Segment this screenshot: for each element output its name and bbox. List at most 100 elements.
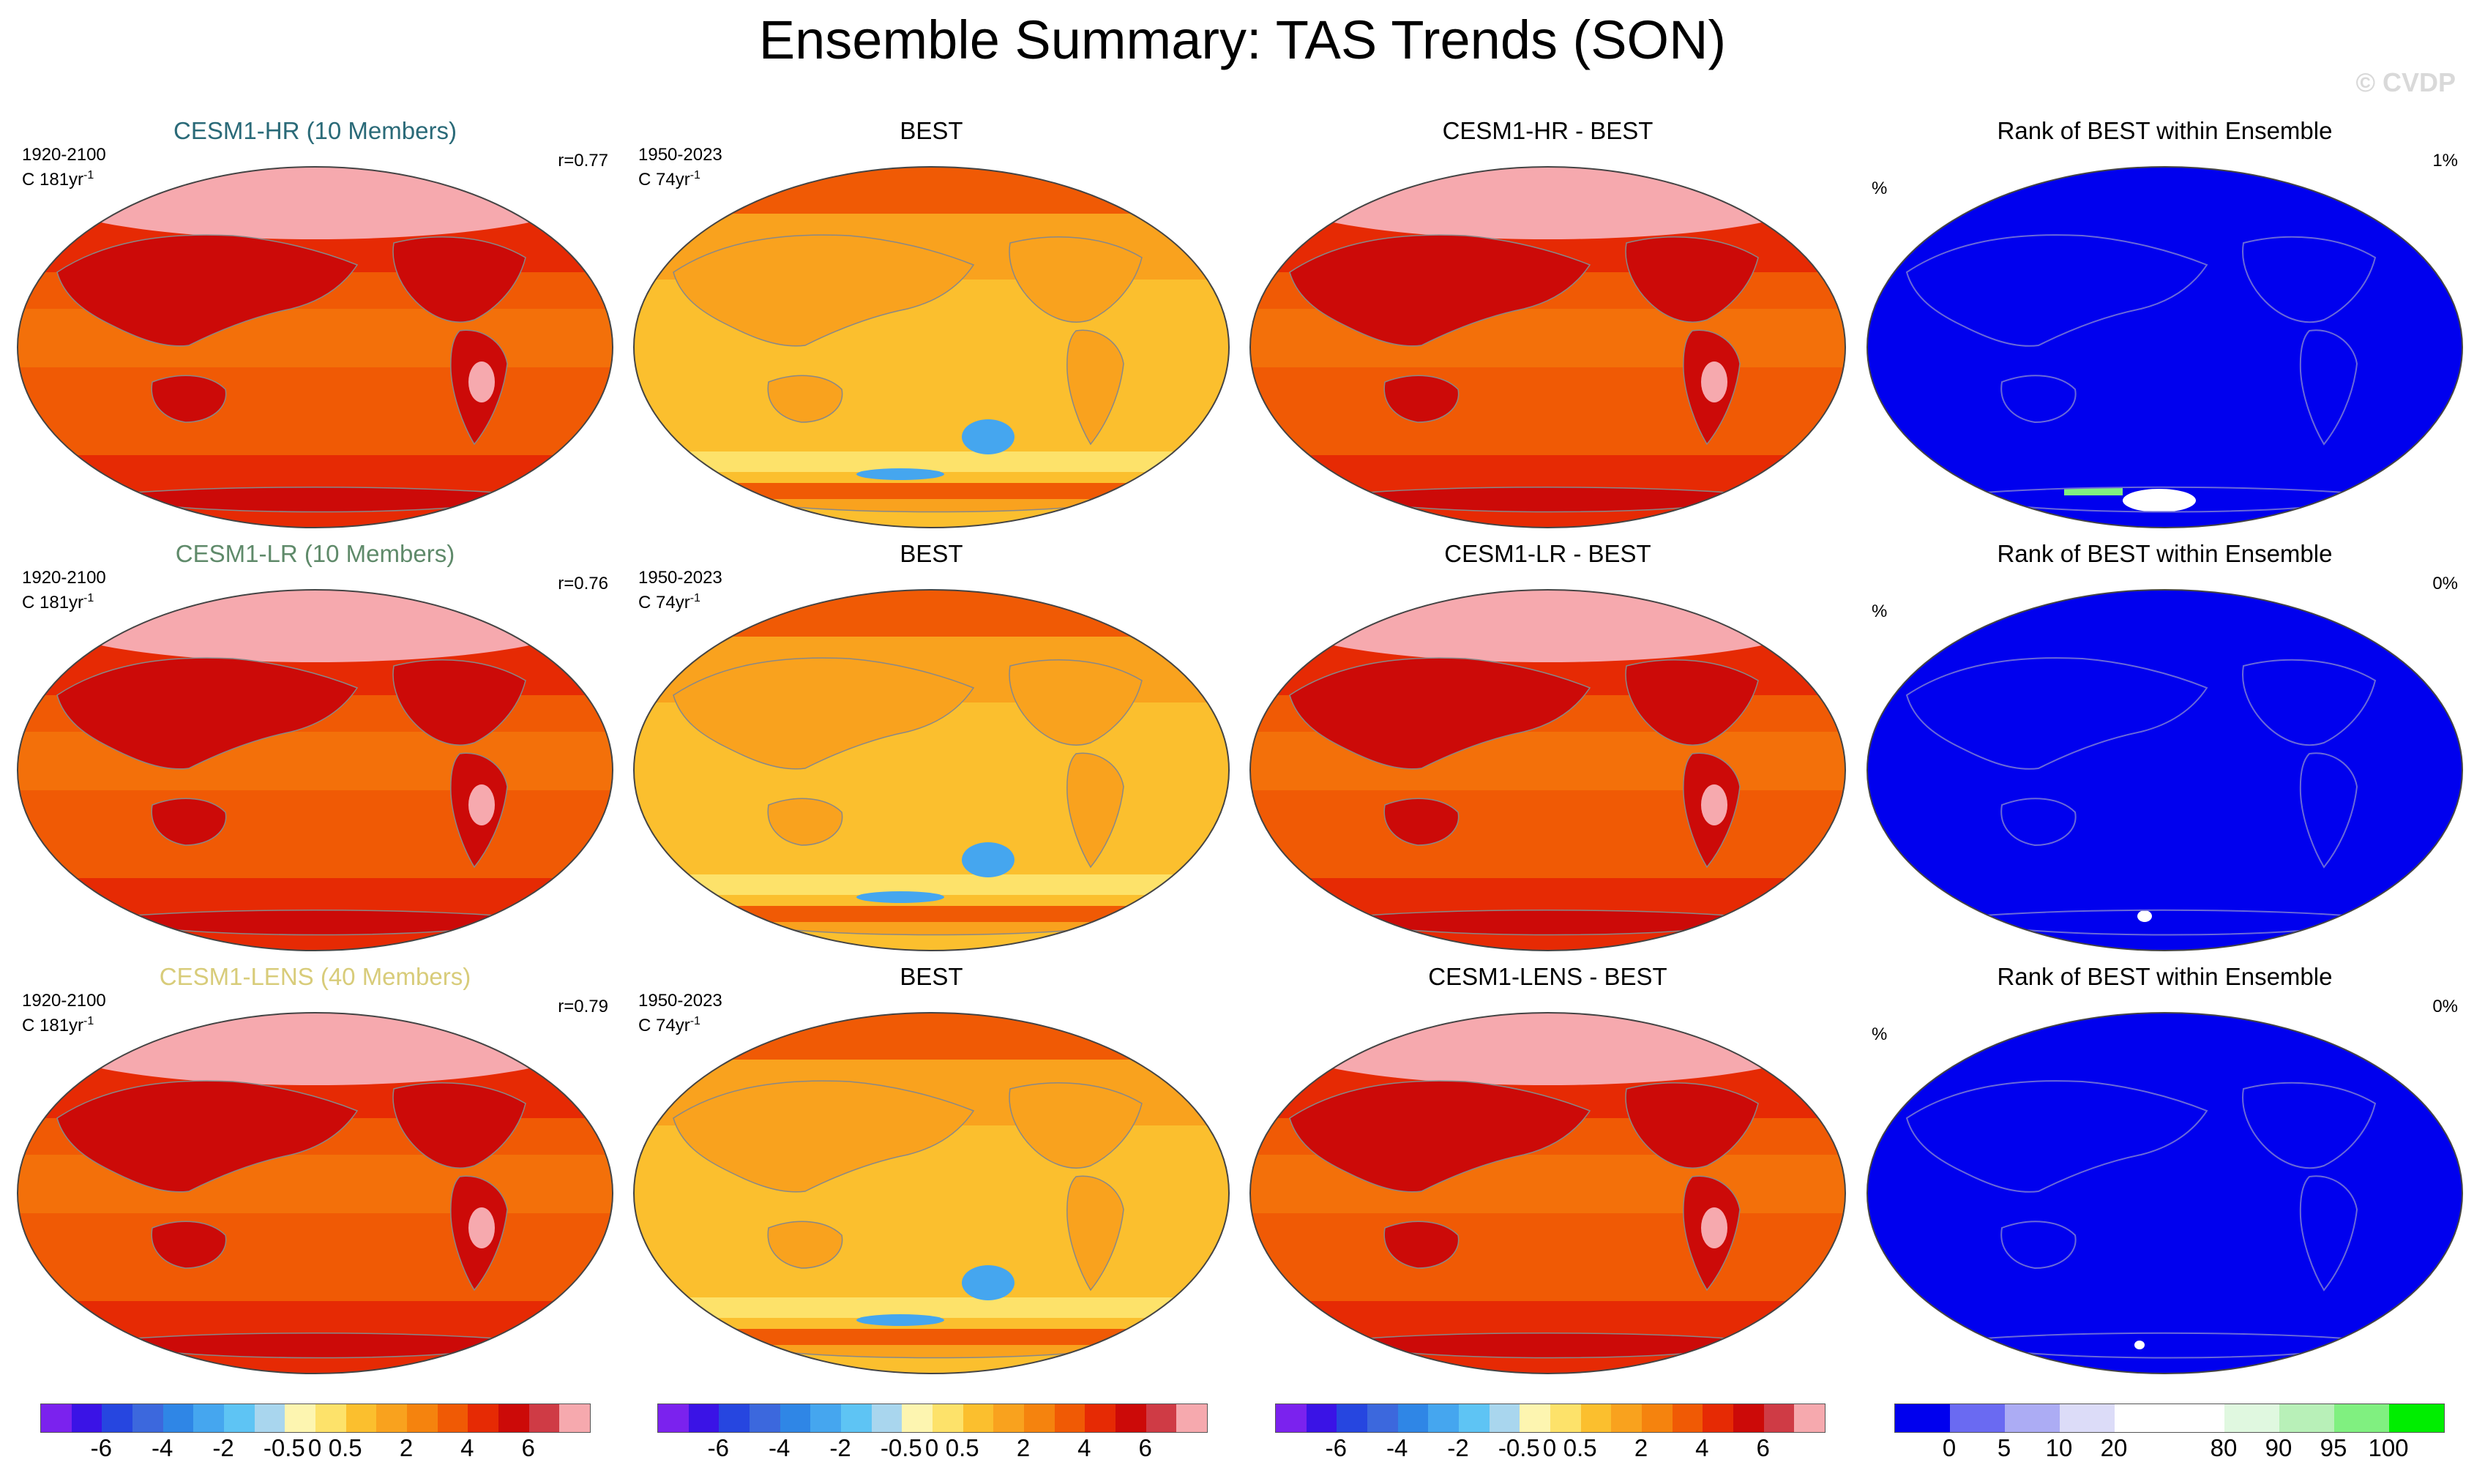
colorbar-swatch [254, 1404, 285, 1432]
map-spot [1701, 361, 1727, 402]
colorbar-swatch [963, 1404, 994, 1432]
continent [1066, 329, 1124, 446]
map-panel-best: BEST 1950-2023 C 74yr-1 [622, 963, 1241, 1386]
map-panel-diff: CESM1-LENS - BEST [1238, 963, 1857, 1386]
map-spot [468, 361, 495, 402]
colorbar-swatch [840, 1404, 872, 1432]
continent [767, 375, 843, 423]
colorbar-tick-label: 100 [2368, 1434, 2409, 1461]
cold-anomaly [962, 842, 1014, 877]
panel-title: CESM1-LENS - BEST [1428, 963, 1667, 990]
colorbar-tick-label: -6 [707, 1434, 729, 1461]
continent [56, 1080, 359, 1193]
map-band [634, 590, 1229, 637]
world-map [633, 1012, 1230, 1374]
colorbar-tick-label: -4 [151, 1434, 173, 1461]
colorbar-swatch [1763, 1404, 1795, 1432]
colorbar-tick-label: -2 [212, 1434, 234, 1461]
pattern-correlation: r=0.79 [558, 997, 608, 1016]
colorbar-swatch [528, 1404, 560, 1432]
colorbar-swatch [1550, 1404, 1581, 1432]
coastline [2299, 329, 2358, 446]
colorbar-swatch [1367, 1404, 1398, 1432]
map-panel-diff: CESM1-LR - BEST [1238, 540, 1857, 963]
continent [767, 798, 843, 846]
rank-patch [2123, 489, 2196, 512]
colorbar-tick-label: -0.5 [263, 1434, 305, 1461]
colorbar-tick-label: 0 [1942, 1434, 1957, 1461]
continent [56, 657, 359, 770]
colorbar-swatch [1276, 1404, 1307, 1432]
colorbar-tick-label: -0.5 [880, 1434, 922, 1461]
panel-period-label: 1950-2023 C 74yr-1 [638, 568, 722, 612]
colorbar-swatch [719, 1404, 750, 1432]
panel-title: Rank of BEST within Ensemble [1997, 963, 2333, 990]
continent [1066, 1175, 1124, 1292]
colorbar-tick-label: 0.5 [328, 1434, 362, 1461]
continent [392, 236, 526, 323]
coastline [2000, 798, 2077, 847]
colorbar-swatch [2389, 1404, 2444, 1432]
colorbar-tick-label: 0 [1542, 1434, 1557, 1461]
map-border [17, 1012, 613, 1374]
coastline [2299, 752, 2358, 869]
rank-percent: 0% [2432, 574, 2458, 593]
colorbar-tick-label: -2 [1447, 1434, 1469, 1461]
colorbar-swatch [2005, 1404, 2060, 1432]
colorbar: -6 -4 -2 -0.5 0 0.5 2 4 6 [1275, 1404, 1826, 1484]
map-panel-rank: Rank of BEST within Ensemble% 0% [1856, 963, 2474, 1386]
map-panel-best: BEST 1950-2023 C 74yr-1 [622, 540, 1241, 963]
rank-percent: 1% [2432, 151, 2458, 170]
cold-anomaly [856, 891, 944, 903]
colorbar-tick-label: -4 [1386, 1434, 1408, 1461]
colorbar-swatch [688, 1404, 720, 1432]
continent [1009, 236, 1143, 323]
colorbar-tick-label: 4 [1077, 1434, 1091, 1461]
panel-title: CESM1-LR (10 Members) [175, 540, 455, 567]
map-fill [1867, 167, 2462, 528]
map-border [1866, 589, 2463, 951]
colorbar-swatch [1703, 1404, 1733, 1432]
world-map [17, 166, 613, 528]
continent [392, 1082, 526, 1169]
continent [1625, 659, 1759, 746]
colorbar-swatch [749, 1404, 780, 1432]
world-map [17, 589, 613, 951]
colorbar-tick-label: 2 [1016, 1434, 1031, 1461]
colorbar-tick-label: 80 [2210, 1434, 2238, 1461]
colorbar-swatch [1146, 1404, 1177, 1432]
continent [151, 798, 227, 846]
colorbar-tick-label: 6 [1138, 1434, 1152, 1461]
colorbar-tick-label: 2 [1634, 1434, 1648, 1461]
colorbar-swatch [406, 1404, 438, 1432]
colorbar-tick-label: 20 [2100, 1434, 2128, 1461]
map-border [1249, 589, 1846, 951]
colorbar-swatch [1023, 1404, 1055, 1432]
continent [392, 659, 526, 746]
world-map [1249, 166, 1846, 528]
colorbar-swatch [345, 1404, 377, 1432]
cold-anomaly [962, 419, 1014, 454]
colorbar-swatch [1733, 1404, 1764, 1432]
map-band [634, 906, 1229, 922]
colorbar-tick-label: 0.5 [1563, 1434, 1597, 1461]
world-map [17, 1012, 613, 1374]
world-map [633, 166, 1230, 528]
continent [1383, 798, 1460, 846]
colorbar-tick-label: 90 [2265, 1434, 2292, 1461]
panel-title: BEST [900, 117, 963, 144]
colorbar-tick-label: 0 [307, 1434, 322, 1461]
colorbar-swatch [437, 1404, 468, 1432]
colorbar-swatch [315, 1404, 346, 1432]
coastline [2242, 659, 2377, 746]
coastline [1905, 657, 2208, 770]
colorbar-swatch [1337, 1404, 1367, 1432]
colorbar-swatch [1397, 1404, 1429, 1432]
colorbar-tick-label: -6 [1325, 1434, 1347, 1461]
colorbar-swatch [1085, 1404, 1116, 1432]
colorbar-swatch [1580, 1404, 1612, 1432]
colorbar: -6 -4 -2 -0.5 0 0.5 2 4 6 [657, 1404, 1208, 1484]
colorbar-tick-label: 0.5 [945, 1434, 979, 1461]
colorbar-swatch [2170, 1404, 2224, 1432]
colorbar-swatch [132, 1404, 163, 1432]
